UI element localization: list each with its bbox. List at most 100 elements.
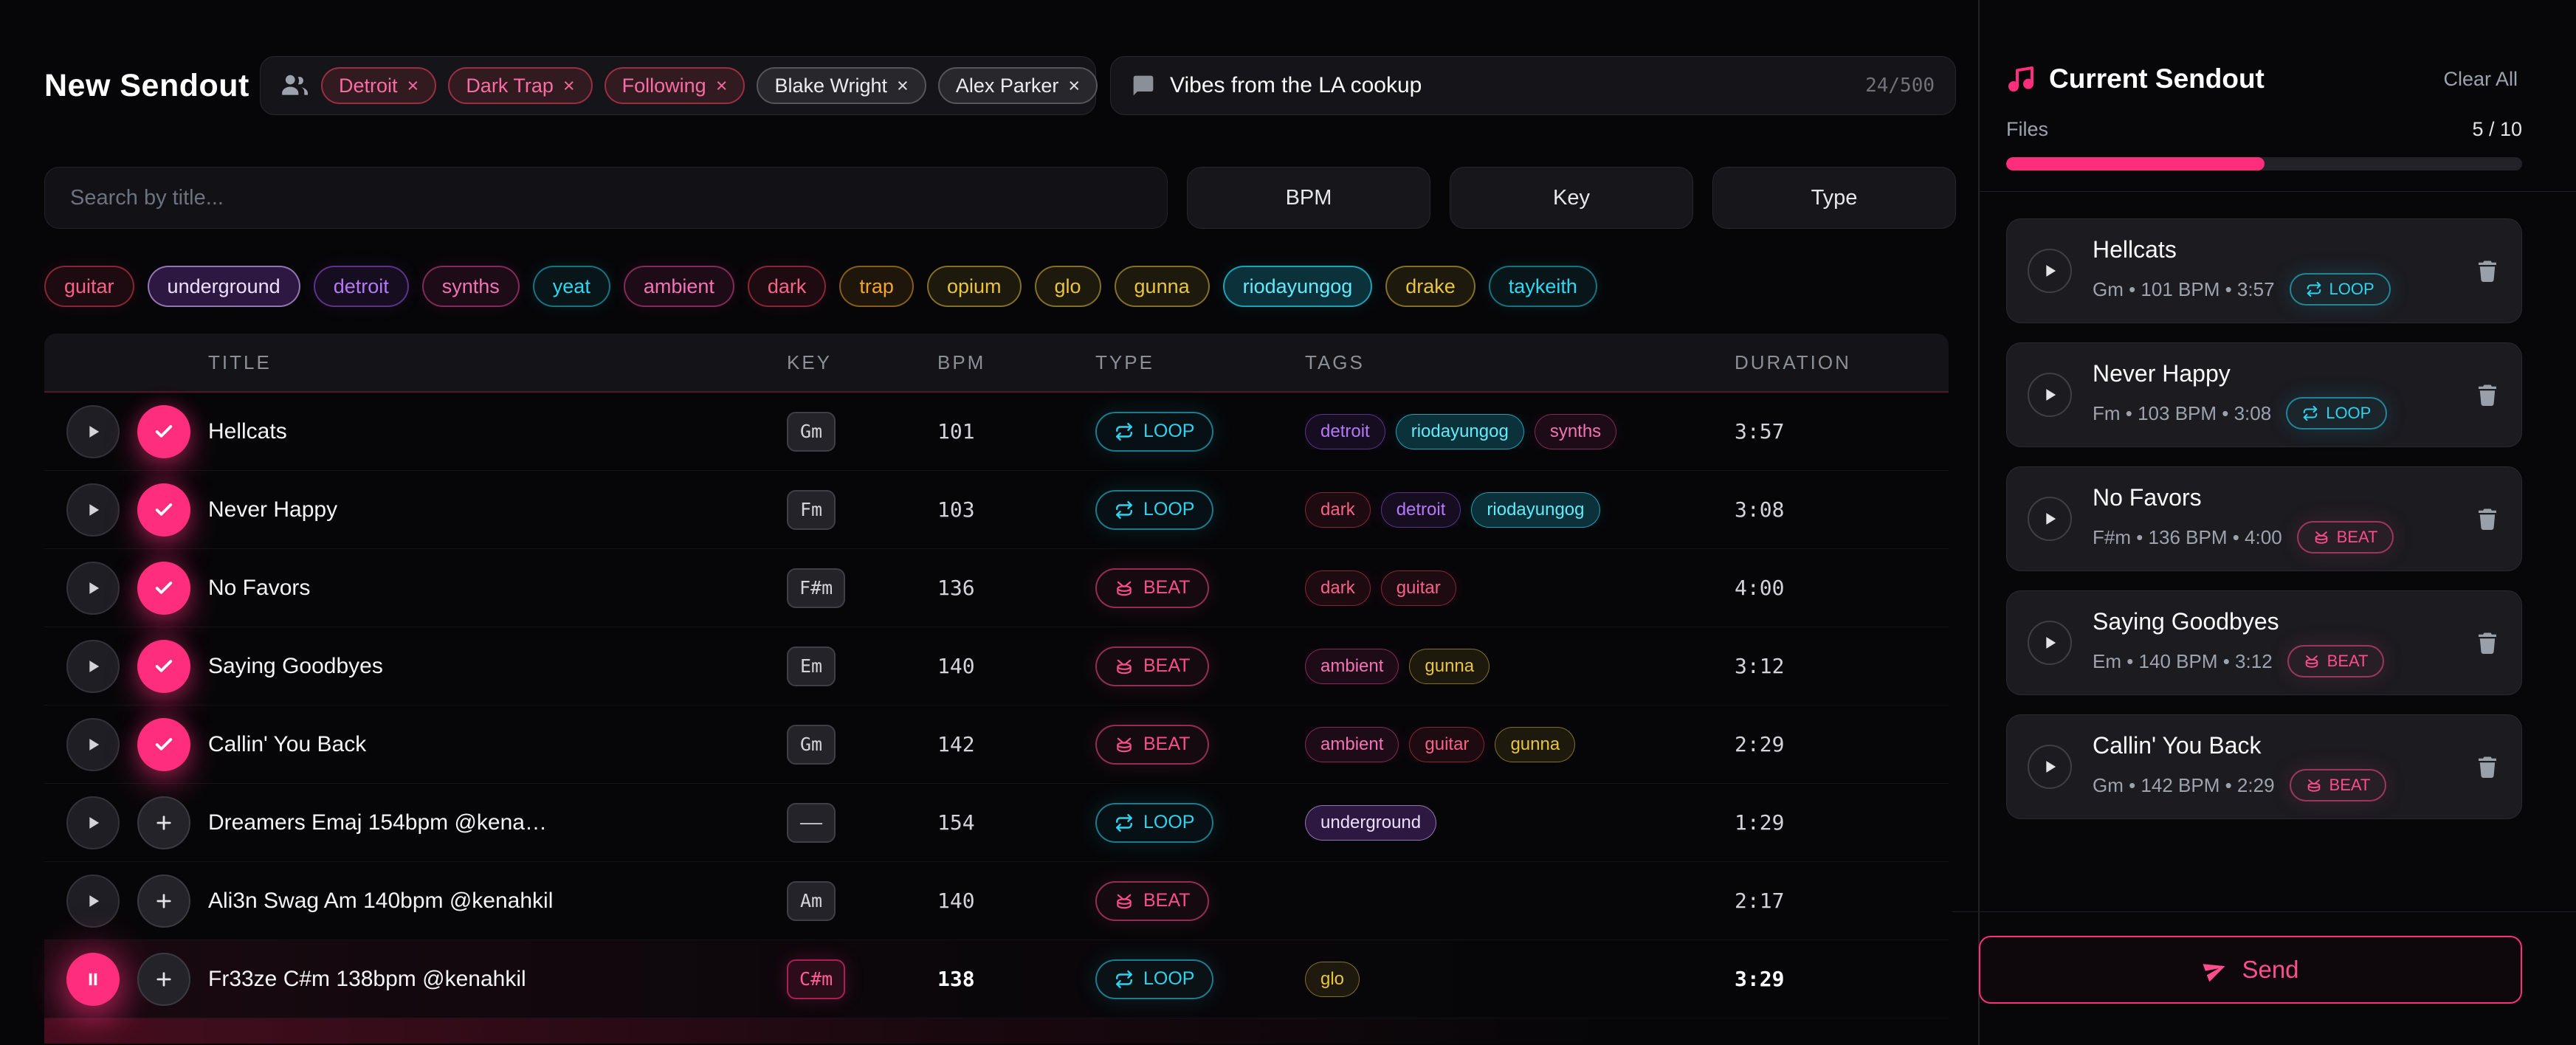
recipient-chip[interactable]: Dark Trap × (448, 67, 593, 104)
add-to-sendout-button[interactable] (137, 796, 190, 849)
delete-button[interactable] (2474, 753, 2501, 780)
track-title: No Favors (208, 575, 311, 600)
beat-type-badge: BEAT (2296, 521, 2394, 553)
filter-button-bpm[interactable]: BPM (1187, 167, 1430, 229)
tag-chip-riodayungog[interactable]: riodayungog (1395, 413, 1524, 449)
sendout-item-type-slot: BEAT (2296, 521, 2394, 553)
tag-chip-underground[interactable]: underground (1305, 804, 1437, 841)
tag-chip-synths[interactable]: synths (421, 266, 520, 307)
delete-button[interactable] (2474, 382, 2501, 408)
play-button[interactable] (66, 483, 120, 537)
tag-chip-gunna[interactable]: gunna (1114, 266, 1210, 307)
tag-chip-gunna[interactable]: gunna (1409, 648, 1490, 684)
tag-chip-ambient[interactable]: ambient (1305, 648, 1399, 684)
sendout-item-body: Callin' You Back Gm • 142 BPM • 2:29 BEA… (2093, 732, 2474, 801)
play-button[interactable] (2028, 745, 2072, 789)
tag-chip-riodayungog[interactable]: riodayungog (1222, 266, 1373, 307)
added-check-button[interactable] (137, 404, 190, 458)
tag-chip-opium[interactable]: opium (926, 266, 1022, 307)
play-button[interactable] (2028, 621, 2072, 665)
search-input[interactable]: Search by title... (44, 167, 1168, 229)
tag-chip-taykeith[interactable]: taykeith (1488, 266, 1597, 307)
tag-chip-ambient[interactable]: ambient (1305, 726, 1399, 762)
added-check-button[interactable] (137, 483, 190, 537)
remove-chip-icon[interactable]: × (897, 74, 909, 97)
loop-type-badge: LOOP (2286, 397, 2388, 430)
tag-chip-glo[interactable]: glo (1305, 961, 1360, 997)
track-key-cell: Am (787, 880, 920, 921)
play-button[interactable] (2028, 497, 2072, 541)
remove-chip-icon[interactable]: × (1068, 74, 1081, 97)
add-to-sendout-button[interactable] (137, 952, 190, 1006)
sendout-item-meta: Fm • 103 BPM • 3:08 (2093, 401, 2272, 424)
play-button[interactable] (66, 717, 120, 771)
pause-button[interactable] (66, 952, 120, 1006)
remove-chip-icon[interactable]: × (562, 74, 575, 97)
tag-chip-guitar[interactable]: guitar (44, 266, 134, 307)
recipient-chip-list: Detroit × Dark Trap × Following × Blake … (321, 67, 1098, 104)
recipient-chip[interactable]: Alex Parker × (937, 67, 1098, 104)
play-button[interactable] (2028, 373, 2072, 417)
sendout-item-list: Hellcats Gm • 101 BPM • 3:57 LOOP Never … (2006, 218, 2522, 911)
tag-chip-guitar[interactable]: guitar (1380, 570, 1456, 606)
delete-button[interactable] (2474, 258, 2501, 284)
recipient-chip[interactable]: Following × (604, 67, 745, 104)
clear-all-button[interactable]: Clear All (2439, 67, 2522, 92)
sendout-item-title: Callin' You Back (2093, 732, 2262, 759)
filter-button-group: BPM Key Type (1187, 167, 1956, 229)
tag-chip-yeat[interactable]: yeat (532, 266, 610, 307)
added-check-button[interactable] (137, 717, 190, 771)
tag-chip-underground[interactable]: underground (147, 266, 300, 307)
recipient-chip[interactable]: Blake Wright × (757, 67, 926, 104)
tag-chip-dark[interactable]: dark (1305, 570, 1371, 606)
tag-chip-drake[interactable]: drake (1385, 266, 1475, 307)
remove-chip-icon[interactable]: × (715, 74, 728, 97)
filter-button-key[interactable]: Key (1450, 167, 1693, 229)
sendout-item-body: Hellcats Gm • 101 BPM • 3:57 LOOP (2093, 236, 2474, 306)
track-tags: dark guitar (1305, 570, 1717, 606)
added-check-button[interactable] (137, 561, 190, 615)
message-input[interactable]: Vibes from the LA cookup 24/500 (1110, 56, 1956, 115)
play-button[interactable] (66, 404, 120, 458)
tag-chip-dark[interactable]: dark (747, 266, 827, 307)
added-check-button[interactable] (137, 639, 190, 693)
track-duration: 2:29 (1735, 732, 1785, 756)
play-button[interactable] (66, 561, 120, 615)
remove-chip-icon[interactable]: × (407, 74, 419, 97)
send-button[interactable]: Send (1979, 936, 2522, 1004)
tag-chip-guitar[interactable]: guitar (1409, 726, 1485, 762)
track-duration: 3:29 (1735, 967, 1785, 991)
tag-chip-trap[interactable]: trap (839, 266, 914, 307)
sendout-item-type-slot: LOOP (2286, 397, 2388, 430)
filter-button-type[interactable]: Type (1712, 167, 1956, 229)
key-badge: Gm (787, 724, 836, 765)
tag-chip-detroit[interactable]: detroit (1305, 413, 1385, 449)
delete-button[interactable] (2474, 630, 2501, 656)
tag-chip-dark[interactable]: dark (1305, 492, 1371, 528)
recipients-box[interactable]: Detroit × Dark Trap × Following × Blake … (260, 56, 1132, 115)
play-button[interactable] (66, 874, 120, 928)
tag-chip-synths[interactable]: synths (1534, 413, 1617, 449)
recipient-chip-label: Detroit (339, 74, 398, 97)
tag-chip-glo[interactable]: glo (1034, 266, 1101, 307)
tag-chip-detroit[interactable]: detroit (1380, 492, 1461, 528)
sendout-item: No Favors F#m • 136 BPM • 4:00 BEAT (2006, 466, 2522, 571)
tag-chip-ambient[interactable]: ambient (623, 266, 734, 307)
play-button[interactable] (2028, 249, 2072, 293)
play-button[interactable] (66, 796, 120, 849)
tag-chip-gunna[interactable]: gunna (1495, 726, 1576, 762)
play-button[interactable] (66, 639, 120, 693)
column-header-tags: TAGS (1305, 351, 1365, 373)
tag-chip-riodayungog[interactable]: riodayungog (1471, 492, 1600, 528)
delete-button[interactable] (2474, 506, 2501, 532)
track-type-cell: BEAT (1095, 724, 1287, 765)
beat-type-badge: BEAT (1095, 880, 1210, 921)
recipient-chip[interactable]: Detroit × (321, 67, 437, 104)
column-header-key: KEY (787, 351, 833, 373)
column-header-bpm: BPM (937, 351, 986, 373)
tag-chip-detroit[interactable]: detroit (313, 266, 409, 307)
key-badge: Fm (787, 489, 836, 530)
sendout-item: Hellcats Gm • 101 BPM • 3:57 LOOP (2006, 218, 2522, 323)
add-to-sendout-button[interactable] (137, 874, 190, 928)
track-duration: 3:12 (1735, 654, 1785, 678)
